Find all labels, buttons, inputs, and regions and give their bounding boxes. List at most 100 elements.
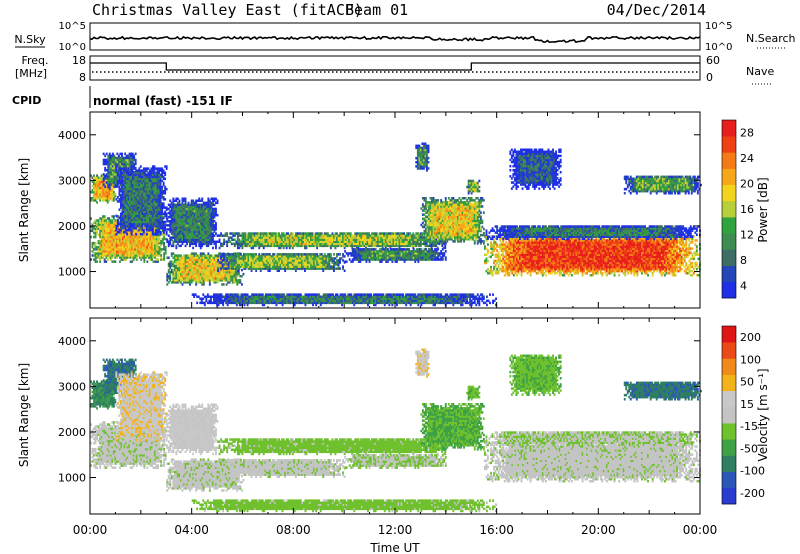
echo-cell (235, 255, 238, 258)
echo-cell (99, 227, 102, 230)
echo-cell (99, 180, 102, 184)
echo-cell (133, 200, 136, 203)
echo-cell (121, 218, 124, 222)
echo-cell (169, 205, 172, 209)
echo-cell (118, 216, 121, 220)
echo-cell (169, 240, 172, 243)
echo-cell (156, 208, 159, 211)
echo-cell (201, 240, 204, 243)
echo-cell (215, 213, 217, 217)
echo-cell (135, 183, 138, 187)
echo-cell (126, 246, 129, 249)
echo-cell (109, 184, 112, 188)
echo-cell (121, 210, 124, 213)
echo-cell (118, 162, 120, 166)
echo-cell (139, 194, 142, 197)
echo-cell (144, 200, 147, 203)
echo-cell (250, 263, 253, 266)
echo-cell (161, 233, 164, 237)
echo-cell (100, 225, 103, 228)
echo-cell (96, 227, 98, 230)
echo-cell (94, 190, 97, 194)
echo-cell (180, 215, 182, 219)
echo-cell (104, 177, 107, 180)
echo-cell (97, 252, 100, 255)
echo-cell (149, 222, 151, 226)
echo-cell (129, 231, 132, 235)
echo-cell (227, 275, 230, 278)
echo-cell (108, 190, 111, 194)
echo-cell (123, 258, 126, 261)
echo-cell (135, 179, 138, 183)
echo-cell (156, 200, 159, 203)
echo-cell (114, 260, 117, 263)
echo-cell (102, 180, 105, 184)
echo-cell (230, 261, 233, 264)
echo-cell (96, 186, 98, 190)
echo-cell (111, 239, 114, 243)
echo-cell (212, 264, 214, 268)
echo-cell (136, 220, 139, 224)
echo-cell (178, 230, 181, 233)
echo-cell (108, 169, 111, 172)
echo-cell (176, 234, 179, 237)
echo-cell (115, 214, 118, 218)
echo-cell (208, 205, 211, 209)
echo-cell (99, 254, 102, 257)
echo-cell (219, 264, 222, 268)
echo-cell (111, 199, 114, 202)
echo-cell (161, 239, 164, 243)
echo-cell (173, 232, 176, 235)
echo-cell (131, 235, 134, 239)
echo-cell (181, 264, 184, 268)
echo-cell (120, 224, 122, 228)
echo-cell (186, 238, 188, 241)
echo-cell (144, 248, 147, 251)
echo-cell (199, 260, 202, 264)
echo-cell (149, 177, 151, 181)
echo-cell (176, 211, 179, 215)
echo-cell (108, 252, 111, 255)
echo-cell (147, 226, 150, 230)
echo-cell (196, 203, 199, 207)
echo-cell (106, 258, 109, 261)
echo-cell (181, 238, 184, 241)
echo-cell (152, 235, 155, 239)
echo-cell (208, 220, 211, 223)
echo-cell (193, 234, 196, 237)
echo-cell (137, 229, 140, 233)
echo-cell (207, 201, 210, 205)
echo-cell (181, 203, 184, 207)
echo-cell (127, 198, 130, 201)
echo-cell (129, 222, 131, 226)
echo-cell (199, 262, 202, 266)
echo-cell (144, 177, 147, 181)
echo-cell (124, 208, 127, 211)
echo-cell (158, 183, 160, 187)
echo-cell (207, 215, 210, 219)
echo-cell (193, 279, 196, 282)
echo-cell (224, 279, 227, 282)
echo-cell (108, 177, 111, 180)
echo-cell (111, 186, 114, 190)
echo-cell (198, 240, 201, 243)
echo-cell (149, 173, 151, 176)
echo-cell (126, 198, 128, 201)
echo-cell (139, 208, 142, 211)
echo-cell (137, 241, 140, 245)
echo-cell (120, 183, 122, 187)
echo-cell (119, 233, 121, 237)
echo-cell (199, 238, 202, 241)
echo-cell (199, 213, 202, 217)
echo-cell (198, 254, 201, 257)
echo-cell (96, 201, 98, 204)
echo-cell (210, 277, 213, 280)
echo-cell (141, 212, 144, 215)
echo-cell (121, 179, 124, 183)
echo-cell (212, 236, 214, 239)
echo-cell (227, 261, 230, 264)
echo-cell (176, 275, 179, 278)
echo-cell (152, 250, 155, 253)
echo-cell (202, 256, 205, 259)
echo-cell (187, 213, 190, 217)
